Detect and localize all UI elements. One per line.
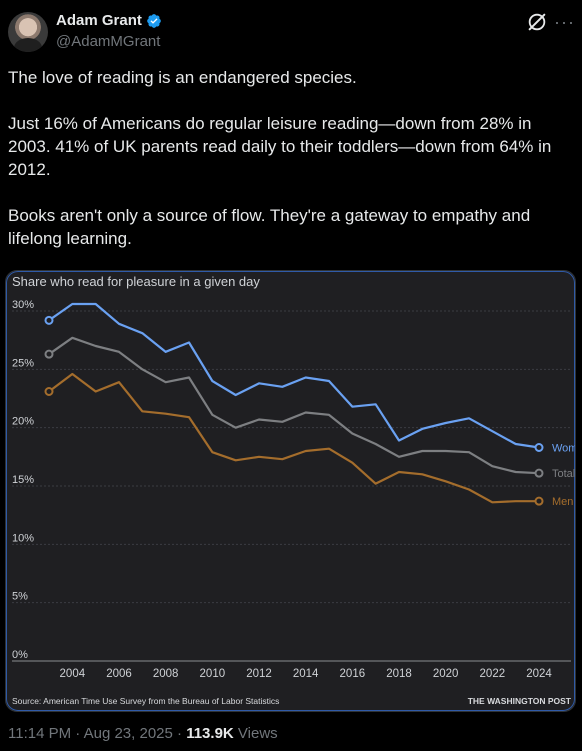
chart-source: Source: American Time Use Survey from th… bbox=[12, 696, 279, 706]
x-tick-label: 2012 bbox=[246, 668, 272, 680]
x-axis-ticks: 2004 2006 2008 2010 2012 2014 2016 2018 2020 2022… bbox=[60, 668, 553, 680]
views-label: Views bbox=[237, 725, 278, 742]
series-line-women bbox=[48, 302, 540, 449]
gridlines bbox=[12, 310, 571, 662]
x-tick-label: 2014 bbox=[293, 668, 319, 680]
x-tick-label: 2010 bbox=[200, 668, 226, 680]
y-tick-label: 25% bbox=[12, 357, 34, 369]
tweet-date[interactable]: Aug 23, 2025 bbox=[83, 725, 173, 742]
series-endpoint-men bbox=[44, 387, 54, 396]
y-tick-label: 20% bbox=[12, 416, 34, 428]
tweet-paragraph: The love of reading is an endangered spe… bbox=[8, 68, 357, 87]
more-options-icon[interactable]: ··· bbox=[554, 12, 575, 32]
grok-icon[interactable] bbox=[526, 11, 548, 33]
series-line-total bbox=[48, 336, 540, 475]
series-endpoint-total bbox=[44, 349, 54, 359]
series-endpoint-men bbox=[534, 496, 544, 506]
series-line-men bbox=[48, 372, 539, 504]
y-tick-label: 30% bbox=[12, 299, 34, 311]
line-chart: Share who read for pleasure in a given d… bbox=[12, 274, 575, 706]
series-endpoint-total bbox=[534, 468, 544, 478]
x-tick-label: 2018 bbox=[386, 668, 412, 680]
separator: · bbox=[177, 725, 183, 742]
x-tick-label: 2016 bbox=[340, 668, 366, 680]
avatar[interactable] bbox=[8, 12, 48, 52]
tweet-paragraph: Just 16% of Americans do regular leisure… bbox=[8, 114, 552, 179]
author-handle[interactable]: @AdamMGrant bbox=[56, 33, 161, 50]
x-tick-label: 2006 bbox=[106, 668, 132, 680]
tweet-footer: 11:14 PM · Aug 23, 2025 · 113.9K Views bbox=[8, 725, 278, 742]
series-lines bbox=[44, 302, 544, 506]
separator: · bbox=[75, 725, 81, 742]
y-tick-label: 0% bbox=[12, 649, 28, 661]
author-name[interactable]: Adam Grant bbox=[56, 12, 142, 29]
series-label-men: Men bbox=[552, 496, 573, 508]
tweet-paragraph: Books aren't only a source of flow. They… bbox=[8, 206, 531, 248]
verified-badge-icon bbox=[147, 13, 161, 28]
x-tick-label: 2004 bbox=[60, 668, 86, 680]
chart-credit: THE WASHINGTON POST bbox=[468, 696, 572, 706]
x-tick-label: 2020 bbox=[433, 668, 459, 680]
x-tick-label: 2008 bbox=[153, 668, 179, 680]
series-endpoint-women bbox=[534, 443, 544, 452]
tweet-time[interactable]: 11:14 PM bbox=[8, 725, 72, 742]
series-label-women: Women bbox=[552, 443, 575, 455]
author-name-row[interactable]: Adam Grant bbox=[56, 12, 162, 29]
chart-title: Share who read for pleasure in a given d… bbox=[12, 274, 260, 289]
tweet-media-chart[interactable]: Share who read for pleasure in a given d… bbox=[5, 270, 576, 712]
y-tick-label: 5% bbox=[12, 591, 28, 603]
x-tick-label: 2024 bbox=[526, 668, 552, 680]
series-labels: Total Men Women bbox=[552, 443, 575, 509]
x-tick-label: 2022 bbox=[480, 668, 506, 680]
tweet-text: The love of reading is an endangered spe… bbox=[8, 66, 574, 273]
y-tick-label: 10% bbox=[12, 532, 34, 544]
y-tick-label: 15% bbox=[12, 474, 34, 486]
views-count: 113.9K bbox=[186, 725, 234, 742]
y-axis-ticks: 0% 5% 10% 15% 20% 25% 30% bbox=[12, 299, 34, 661]
series-endpoint-women bbox=[44, 315, 54, 325]
series-label-total: Total bbox=[552, 468, 575, 480]
